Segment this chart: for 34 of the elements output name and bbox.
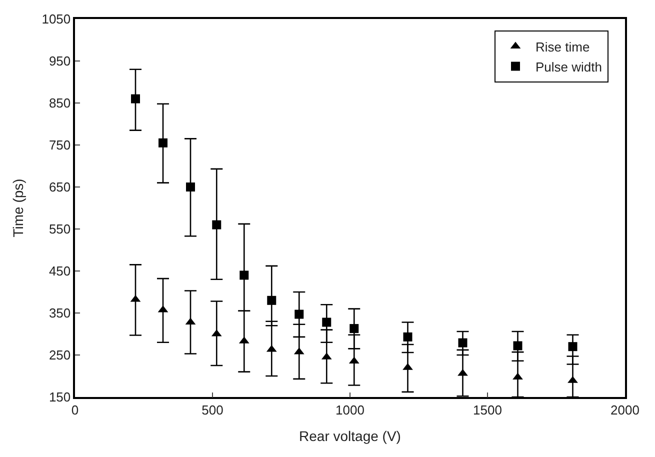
y-tick-label: 150 bbox=[48, 390, 71, 405]
point bbox=[131, 94, 140, 104]
point bbox=[158, 138, 168, 148]
point bbox=[267, 296, 276, 305]
legend-label: Pulse width bbox=[536, 59, 602, 74]
x-tick-label: 0 bbox=[71, 402, 79, 418]
point bbox=[322, 318, 332, 327]
x-tick-label: 1500 bbox=[473, 402, 502, 418]
point bbox=[294, 310, 304, 319]
y-tick-label: 750 bbox=[48, 138, 71, 153]
point bbox=[513, 341, 522, 350]
y-tick-label: 250 bbox=[48, 348, 71, 363]
y-tick-label: 950 bbox=[48, 54, 71, 69]
y-tick-label: 1050 bbox=[42, 12, 71, 27]
y-tick-label: 550 bbox=[48, 222, 71, 237]
y-tick-label: 850 bbox=[48, 96, 71, 111]
point bbox=[186, 182, 195, 192]
point bbox=[568, 342, 578, 352]
x-axis-title: Rear voltage (V) bbox=[299, 428, 401, 444]
y-tick-label: 650 bbox=[48, 180, 71, 195]
point bbox=[240, 270, 249, 280]
y-tick-label: 450 bbox=[48, 264, 71, 279]
point bbox=[458, 338, 468, 348]
point bbox=[512, 372, 523, 380]
x-tick-label: 500 bbox=[202, 402, 224, 418]
point bbox=[403, 332, 412, 342]
x-tick-label: 1000 bbox=[336, 402, 364, 418]
legend-label: Rise time bbox=[536, 39, 590, 54]
point bbox=[212, 220, 222, 230]
x-tick-label: 2000 bbox=[610, 402, 640, 418]
point bbox=[350, 324, 359, 334]
y-tick-label: 350 bbox=[48, 306, 71, 321]
point bbox=[458, 368, 468, 376]
y-axis-title: Time (ps) bbox=[10, 178, 26, 238]
